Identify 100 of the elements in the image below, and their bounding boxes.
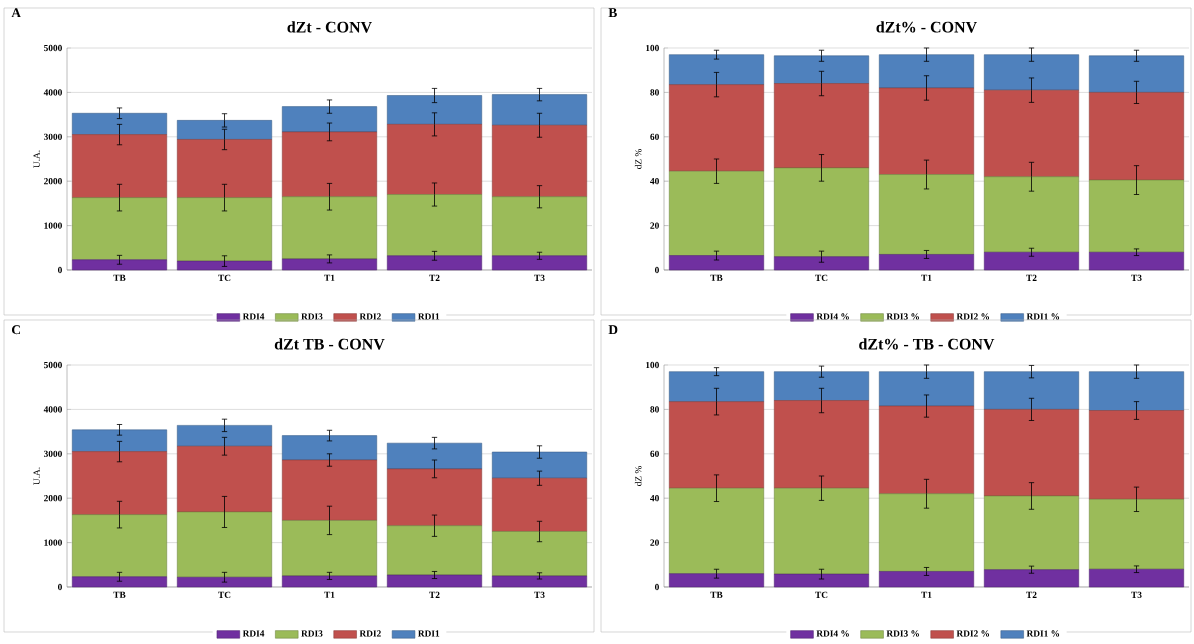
bar bbox=[386, 574, 483, 588]
legend-label: RDI4 bbox=[242, 313, 265, 320]
bar bbox=[983, 409, 1080, 497]
text: B bbox=[608, 8, 617, 18]
bar bbox=[668, 573, 765, 588]
bar bbox=[71, 429, 168, 452]
bar bbox=[1088, 55, 1185, 93]
y-axis-title: dZ % bbox=[634, 149, 642, 169]
bar bbox=[281, 106, 378, 133]
legend-label: RDI3 % bbox=[886, 630, 919, 637]
bar bbox=[386, 255, 483, 271]
bar bbox=[1088, 410, 1185, 500]
bar bbox=[1088, 499, 1185, 570]
chart-title: dZt TB - CONV bbox=[274, 338, 385, 350]
bar bbox=[1088, 92, 1185, 181]
legend-label: RDI3 % bbox=[886, 313, 919, 320]
bar bbox=[176, 425, 273, 447]
x-tick-label: TC bbox=[218, 274, 231, 282]
bar bbox=[983, 176, 1080, 253]
legend-label: RDI1 bbox=[418, 630, 440, 637]
bar bbox=[71, 451, 168, 515]
y-tick-label: 4000 bbox=[43, 89, 62, 96]
bar bbox=[668, 488, 765, 575]
bar bbox=[71, 259, 168, 271]
bar bbox=[1088, 569, 1185, 588]
x-tick-label: T2 bbox=[429, 591, 440, 598]
bar bbox=[983, 252, 1080, 271]
bar bbox=[773, 83, 870, 169]
text: A bbox=[11, 8, 21, 18]
y-tick-label: 1000 bbox=[44, 222, 62, 229]
bar bbox=[281, 575, 378, 588]
y-tick-label: 60 bbox=[650, 133, 659, 140]
x-tick-label: TC bbox=[815, 274, 828, 282]
bar bbox=[281, 131, 378, 198]
bar bbox=[176, 260, 273, 271]
bar bbox=[386, 124, 483, 195]
y-tick-label: 40 bbox=[650, 178, 659, 185]
y-tick-label: 40 bbox=[650, 495, 659, 502]
bar bbox=[176, 139, 273, 198]
legend-label: RDI3 bbox=[301, 313, 323, 320]
bar bbox=[668, 371, 765, 402]
bar bbox=[878, 493, 975, 572]
bar bbox=[773, 256, 870, 271]
x-tick-label: T3 bbox=[1131, 274, 1142, 282]
bar bbox=[878, 371, 975, 407]
legend-label: RDI4 bbox=[242, 630, 265, 637]
bar bbox=[773, 167, 870, 258]
bar bbox=[281, 196, 378, 260]
legend-label: RDI2 % bbox=[956, 630, 990, 637]
y-tick-label: 3000 bbox=[43, 450, 62, 457]
x-tick-label: T1 bbox=[324, 274, 335, 281]
y-tick-label: 5000 bbox=[44, 361, 62, 369]
bar bbox=[386, 95, 483, 125]
bar bbox=[878, 405, 975, 495]
bar bbox=[983, 495, 1080, 571]
bar bbox=[386, 194, 483, 257]
chart-title: dZt% - TB - CONV bbox=[859, 338, 995, 350]
legend-label: RDI2 bbox=[359, 630, 381, 637]
legend-label: RDI1 % bbox=[1026, 313, 1060, 320]
bar bbox=[773, 371, 870, 401]
legend-label: RDI4 % bbox=[816, 313, 849, 320]
text: C bbox=[11, 325, 20, 335]
y-tick-label: 2000 bbox=[44, 495, 62, 502]
y-tick-label: 1000 bbox=[44, 539, 62, 546]
bar bbox=[281, 258, 378, 271]
x-tick-label: TC bbox=[815, 591, 828, 599]
bar bbox=[176, 511, 273, 578]
bar bbox=[491, 255, 588, 271]
bar bbox=[71, 514, 168, 578]
y-axis-title: U.A. bbox=[33, 467, 40, 485]
bar bbox=[281, 435, 378, 461]
bar bbox=[773, 400, 870, 489]
bar bbox=[983, 569, 1080, 588]
text: D bbox=[608, 325, 618, 335]
y-axis-title: U.A. bbox=[33, 150, 40, 168]
bar bbox=[281, 520, 378, 577]
bar bbox=[176, 577, 273, 588]
bar bbox=[491, 575, 588, 588]
y-tick-label: 5000 bbox=[44, 44, 62, 52]
bar bbox=[878, 254, 975, 271]
bar bbox=[176, 120, 273, 140]
bar bbox=[668, 255, 765, 271]
chart-title: dZt - CONV bbox=[287, 21, 372, 33]
bar bbox=[1088, 252, 1185, 271]
y-tick-label: 80 bbox=[650, 89, 659, 96]
bar bbox=[491, 196, 588, 257]
bar bbox=[983, 89, 1080, 178]
bar bbox=[71, 576, 168, 588]
y-tick-label: 80 bbox=[650, 406, 659, 413]
bar bbox=[281, 459, 378, 521]
x-tick-label: TB bbox=[113, 274, 126, 281]
x-tick-label: TB bbox=[710, 591, 723, 598]
legend-label: RDI1 bbox=[418, 313, 440, 320]
y-tick-label: 3000 bbox=[43, 133, 62, 140]
bar bbox=[71, 113, 168, 135]
x-tick-label: T1 bbox=[921, 274, 932, 281]
legend-label: RDI3 bbox=[301, 630, 323, 637]
bar bbox=[983, 54, 1080, 91]
bar bbox=[491, 125, 588, 198]
legend-label: RDI4 % bbox=[816, 630, 849, 637]
